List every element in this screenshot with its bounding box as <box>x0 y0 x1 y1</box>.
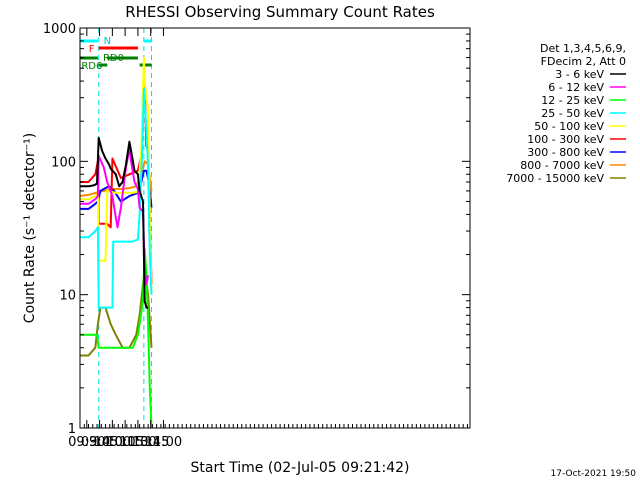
x-tick-label: 10:45 <box>132 435 169 450</box>
series-line <box>79 160 153 197</box>
y-tick-label: 100 <box>51 155 76 170</box>
legend-label: 12 - 25 keV <box>541 94 604 107</box>
legend-label: 3 - 6 keV <box>555 68 604 81</box>
y-axis: 1 10 100 1000 <box>43 22 470 437</box>
y-tick-label: 1000 <box>43 22 76 37</box>
flag-label: RD6 <box>81 61 102 72</box>
series-line <box>80 248 153 429</box>
legend-header: Det 1,3,4,5,6,9, <box>540 42 626 55</box>
x-tick-label: 10:15 <box>106 435 143 450</box>
legend-label: 6 - 12 keV <box>548 81 604 94</box>
x-tick-label: 09:30 <box>68 435 105 450</box>
x-tick-label: 11:00 <box>145 435 182 450</box>
legend-label: 300 - 800 keV <box>527 146 604 159</box>
x-axis-label: Start Time (02-Jul-05 09:21:42) <box>190 460 409 476</box>
series-layer <box>79 56 153 429</box>
series-line <box>80 136 149 309</box>
flag-label: N <box>104 36 111 47</box>
legend-label: 100 - 300 keV <box>527 133 604 146</box>
flag-label: RD0 <box>103 53 124 64</box>
series-line <box>80 147 150 286</box>
y-tick-label: 1 <box>68 422 76 437</box>
plot-frame <box>79 27 471 429</box>
y-axis-label: Count Rate (s⁻¹ detector⁻¹) <box>22 133 38 323</box>
footer-date: 17-Oct-2021 19:50 <box>551 469 637 479</box>
flag-label: F <box>89 44 95 55</box>
chart-title: RHESSI Observing Summary Count Rates <box>125 3 435 21</box>
legend-label: 25 - 50 keV <box>541 107 604 120</box>
legend: Det 1,3,4,5,6,9,FDecim 2, Att 03 - 6 keV… <box>506 42 626 185</box>
x-tick-label: 10:00 <box>94 435 131 450</box>
legend-header: FDecim 2, Att 0 <box>541 55 626 68</box>
legend-label: 7000 - 15000 keV <box>506 172 604 185</box>
legend-label: 800 - 7000 keV <box>520 159 604 172</box>
y-tick-label: 10 <box>59 289 76 304</box>
x-tick-label: 09:45 <box>81 435 118 450</box>
series-line <box>80 87 153 309</box>
x-tick-label: 10:30 <box>119 435 156 450</box>
legend-label: 50 - 100 keV <box>534 120 604 133</box>
